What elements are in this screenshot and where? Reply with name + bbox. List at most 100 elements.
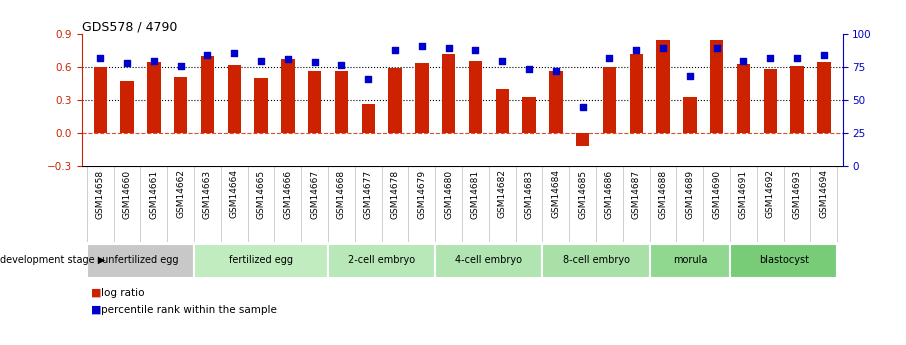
Bar bbox=[630, 54, 643, 133]
Text: GSM14683: GSM14683 bbox=[525, 169, 534, 218]
Text: GSM14681: GSM14681 bbox=[471, 169, 480, 218]
Point bbox=[254, 58, 268, 63]
Bar bbox=[227, 65, 241, 133]
Text: GSM14691: GSM14691 bbox=[739, 169, 748, 218]
Text: GSM14658: GSM14658 bbox=[96, 169, 105, 218]
Bar bbox=[201, 56, 214, 133]
Point bbox=[227, 50, 242, 56]
Text: GDS578 / 4790: GDS578 / 4790 bbox=[82, 20, 177, 33]
Text: GSM14694: GSM14694 bbox=[819, 169, 828, 218]
Point bbox=[120, 61, 134, 66]
FancyBboxPatch shape bbox=[87, 244, 194, 277]
Point bbox=[93, 55, 108, 61]
Text: GSM14684: GSM14684 bbox=[552, 169, 560, 218]
Text: development stage ▶: development stage ▶ bbox=[0, 256, 105, 265]
Text: 2-cell embryo: 2-cell embryo bbox=[348, 256, 415, 265]
Text: GSM14668: GSM14668 bbox=[337, 169, 346, 218]
Point bbox=[495, 58, 509, 63]
Text: 4-cell embryo: 4-cell embryo bbox=[456, 256, 523, 265]
FancyBboxPatch shape bbox=[730, 244, 837, 277]
Text: GSM14693: GSM14693 bbox=[793, 169, 802, 218]
Text: GSM14686: GSM14686 bbox=[605, 169, 614, 218]
Bar bbox=[281, 59, 294, 133]
Point bbox=[549, 68, 564, 74]
Bar bbox=[523, 97, 535, 133]
Point bbox=[737, 58, 751, 63]
Text: GSM14680: GSM14680 bbox=[444, 169, 453, 218]
Bar bbox=[442, 54, 456, 133]
Bar bbox=[549, 70, 563, 133]
Text: fertilized egg: fertilized egg bbox=[229, 256, 293, 265]
Point bbox=[415, 43, 429, 49]
Bar bbox=[335, 70, 348, 133]
Text: GSM14665: GSM14665 bbox=[256, 169, 265, 218]
Text: log ratio: log ratio bbox=[101, 288, 145, 298]
Text: GSM14678: GSM14678 bbox=[390, 169, 400, 218]
Text: GSM14660: GSM14660 bbox=[122, 169, 131, 218]
Bar bbox=[147, 62, 160, 133]
Point bbox=[682, 74, 697, 79]
Point bbox=[656, 45, 670, 50]
Point bbox=[575, 104, 590, 109]
Point bbox=[441, 45, 456, 50]
Point bbox=[334, 62, 349, 67]
FancyBboxPatch shape bbox=[650, 244, 730, 277]
Text: unfertilized egg: unfertilized egg bbox=[102, 256, 178, 265]
Bar bbox=[361, 105, 375, 133]
Bar bbox=[790, 66, 804, 133]
Bar bbox=[602, 67, 616, 133]
Bar bbox=[710, 40, 723, 133]
Point bbox=[388, 48, 402, 53]
Text: morula: morula bbox=[672, 256, 707, 265]
Bar bbox=[389, 68, 401, 133]
Bar bbox=[817, 62, 831, 133]
Point bbox=[709, 45, 724, 50]
Point bbox=[200, 53, 215, 58]
Text: GSM14664: GSM14664 bbox=[230, 169, 239, 218]
Text: GSM14663: GSM14663 bbox=[203, 169, 212, 218]
Text: GSM14679: GSM14679 bbox=[418, 169, 427, 218]
Text: GSM14666: GSM14666 bbox=[284, 169, 293, 218]
Bar bbox=[468, 61, 482, 133]
Bar bbox=[308, 70, 322, 133]
Bar bbox=[255, 78, 268, 133]
Point bbox=[468, 48, 483, 53]
Text: ■: ■ bbox=[91, 305, 101, 315]
Bar bbox=[737, 64, 750, 133]
Point bbox=[790, 55, 805, 61]
Text: blastocyst: blastocyst bbox=[758, 256, 809, 265]
Bar bbox=[120, 81, 134, 133]
Point bbox=[629, 48, 643, 53]
Bar bbox=[415, 63, 429, 133]
Text: GSM14692: GSM14692 bbox=[766, 169, 775, 218]
Point bbox=[763, 55, 777, 61]
FancyBboxPatch shape bbox=[435, 244, 543, 277]
Point bbox=[816, 53, 831, 58]
Text: GSM14662: GSM14662 bbox=[176, 169, 185, 218]
Text: GSM14667: GSM14667 bbox=[310, 169, 319, 218]
Bar bbox=[576, 133, 589, 146]
Point bbox=[361, 76, 375, 82]
Text: GSM14682: GSM14682 bbox=[497, 169, 506, 218]
Bar bbox=[93, 67, 107, 133]
Point bbox=[281, 57, 295, 62]
FancyBboxPatch shape bbox=[543, 244, 650, 277]
Point bbox=[147, 58, 161, 63]
Bar bbox=[683, 97, 697, 133]
Bar bbox=[764, 69, 777, 133]
Text: ■: ■ bbox=[91, 288, 101, 298]
Text: GSM14685: GSM14685 bbox=[578, 169, 587, 218]
FancyBboxPatch shape bbox=[194, 244, 328, 277]
Text: GSM14661: GSM14661 bbox=[149, 169, 159, 218]
Text: GSM14677: GSM14677 bbox=[364, 169, 372, 218]
Text: GSM14687: GSM14687 bbox=[631, 169, 641, 218]
Text: percentile rank within the sample: percentile rank within the sample bbox=[101, 305, 277, 315]
Point bbox=[602, 55, 617, 61]
Text: 8-cell embryo: 8-cell embryo bbox=[563, 256, 630, 265]
Point bbox=[173, 63, 188, 69]
FancyBboxPatch shape bbox=[328, 244, 435, 277]
Text: GSM14690: GSM14690 bbox=[712, 169, 721, 218]
Bar bbox=[496, 89, 509, 133]
Point bbox=[307, 59, 322, 65]
Text: GSM14689: GSM14689 bbox=[685, 169, 694, 218]
